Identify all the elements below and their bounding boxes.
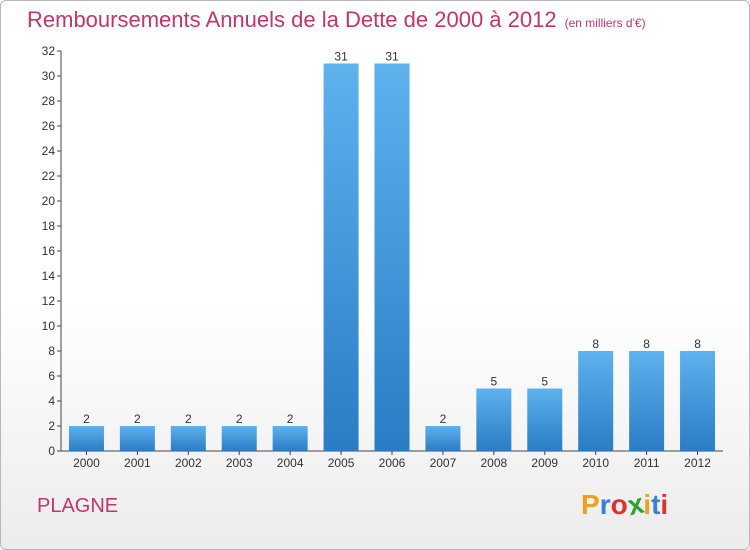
logo-letter: i (660, 489, 669, 520)
x-tick-label-2002: 2002 (175, 456, 202, 470)
y-tick-label: 22 (42, 169, 56, 183)
data-label-2008: 5 (491, 375, 498, 389)
bar-2003 (221, 426, 257, 451)
data-label-2003: 2 (236, 412, 243, 426)
data-label-2009: 5 (541, 375, 548, 389)
data-label-2001: 2 (134, 412, 141, 426)
proxiti-logo: Proxiti (581, 488, 669, 522)
y-tick-label: 26 (42, 119, 56, 133)
logo-letter: t (651, 489, 661, 520)
y-tick-label: 30 (42, 69, 56, 83)
bar-2008 (476, 388, 512, 451)
data-label-2006: 31 (385, 50, 399, 64)
x-tick-label-2005: 2005 (328, 456, 355, 470)
chart-subtitle: (en milliers d'€) (564, 16, 646, 30)
data-label-2011: 8 (643, 337, 650, 351)
y-tick-label: 12 (42, 294, 56, 308)
y-tick-label: 2 (48, 419, 55, 433)
bar-2001 (119, 426, 155, 451)
y-tick-label: 16 (42, 244, 56, 258)
x-tick-label-2003: 2003 (226, 456, 253, 470)
logo-letter: r (599, 489, 611, 520)
bar-2009 (527, 388, 563, 451)
x-tick-label-2001: 2001 (124, 456, 151, 470)
bar-2007 (425, 426, 461, 451)
bar-2010 (578, 351, 614, 451)
x-tick-label-2007: 2007 (430, 456, 457, 470)
y-tick-label: 20 (42, 194, 56, 208)
bar-2004 (272, 426, 308, 451)
data-label-2004: 2 (287, 412, 294, 426)
x-tick-label-2009: 2009 (531, 456, 558, 470)
x-tick-label-2006: 2006 (379, 456, 406, 470)
bar-2006 (374, 63, 410, 451)
y-tick-label: 32 (42, 44, 56, 58)
y-tick-label: 8 (48, 344, 55, 358)
logo-letter: P (581, 489, 600, 520)
y-tick-label: 14 (42, 269, 56, 283)
data-label-2007: 2 (440, 412, 447, 426)
x-tick-label-2004: 2004 (277, 456, 304, 470)
y-tick-label: 28 (42, 94, 56, 108)
y-tick-label: 6 (48, 369, 55, 383)
data-label-2002: 2 (185, 412, 192, 426)
x-tick-label-2000: 2000 (73, 456, 100, 470)
data-label-2010: 8 (592, 337, 599, 351)
bar-2005 (323, 63, 359, 451)
place-name: PLAGNE (37, 495, 119, 517)
data-label-2005: 31 (334, 50, 348, 64)
data-label-2012: 8 (694, 337, 701, 351)
chart-title-text: Remboursements Annuels de la Dette de 20… (27, 7, 557, 32)
y-tick-label: 10 (42, 319, 56, 333)
x-tick-label-2008: 2008 (480, 456, 507, 470)
chart-title: Remboursements Annuels de la Dette de 20… (27, 7, 646, 33)
y-tick-label: 18 (42, 219, 56, 233)
y-tick-label: 24 (42, 144, 56, 158)
x-tick-label-2011: 2011 (634, 456, 660, 470)
x-tick-label-2010: 2010 (582, 456, 609, 470)
bar-2011 (629, 351, 665, 451)
bar-2012 (680, 351, 716, 451)
bar-2002 (170, 426, 206, 451)
y-tick-label: 4 (48, 394, 55, 408)
bar-2000 (68, 426, 104, 451)
data-label-2000: 2 (83, 412, 90, 426)
logo-letter: o (610, 489, 628, 520)
y-tick-label: 0 (48, 444, 55, 458)
logo-letter: i (643, 489, 652, 520)
x-tick-label-2012: 2012 (684, 456, 711, 470)
